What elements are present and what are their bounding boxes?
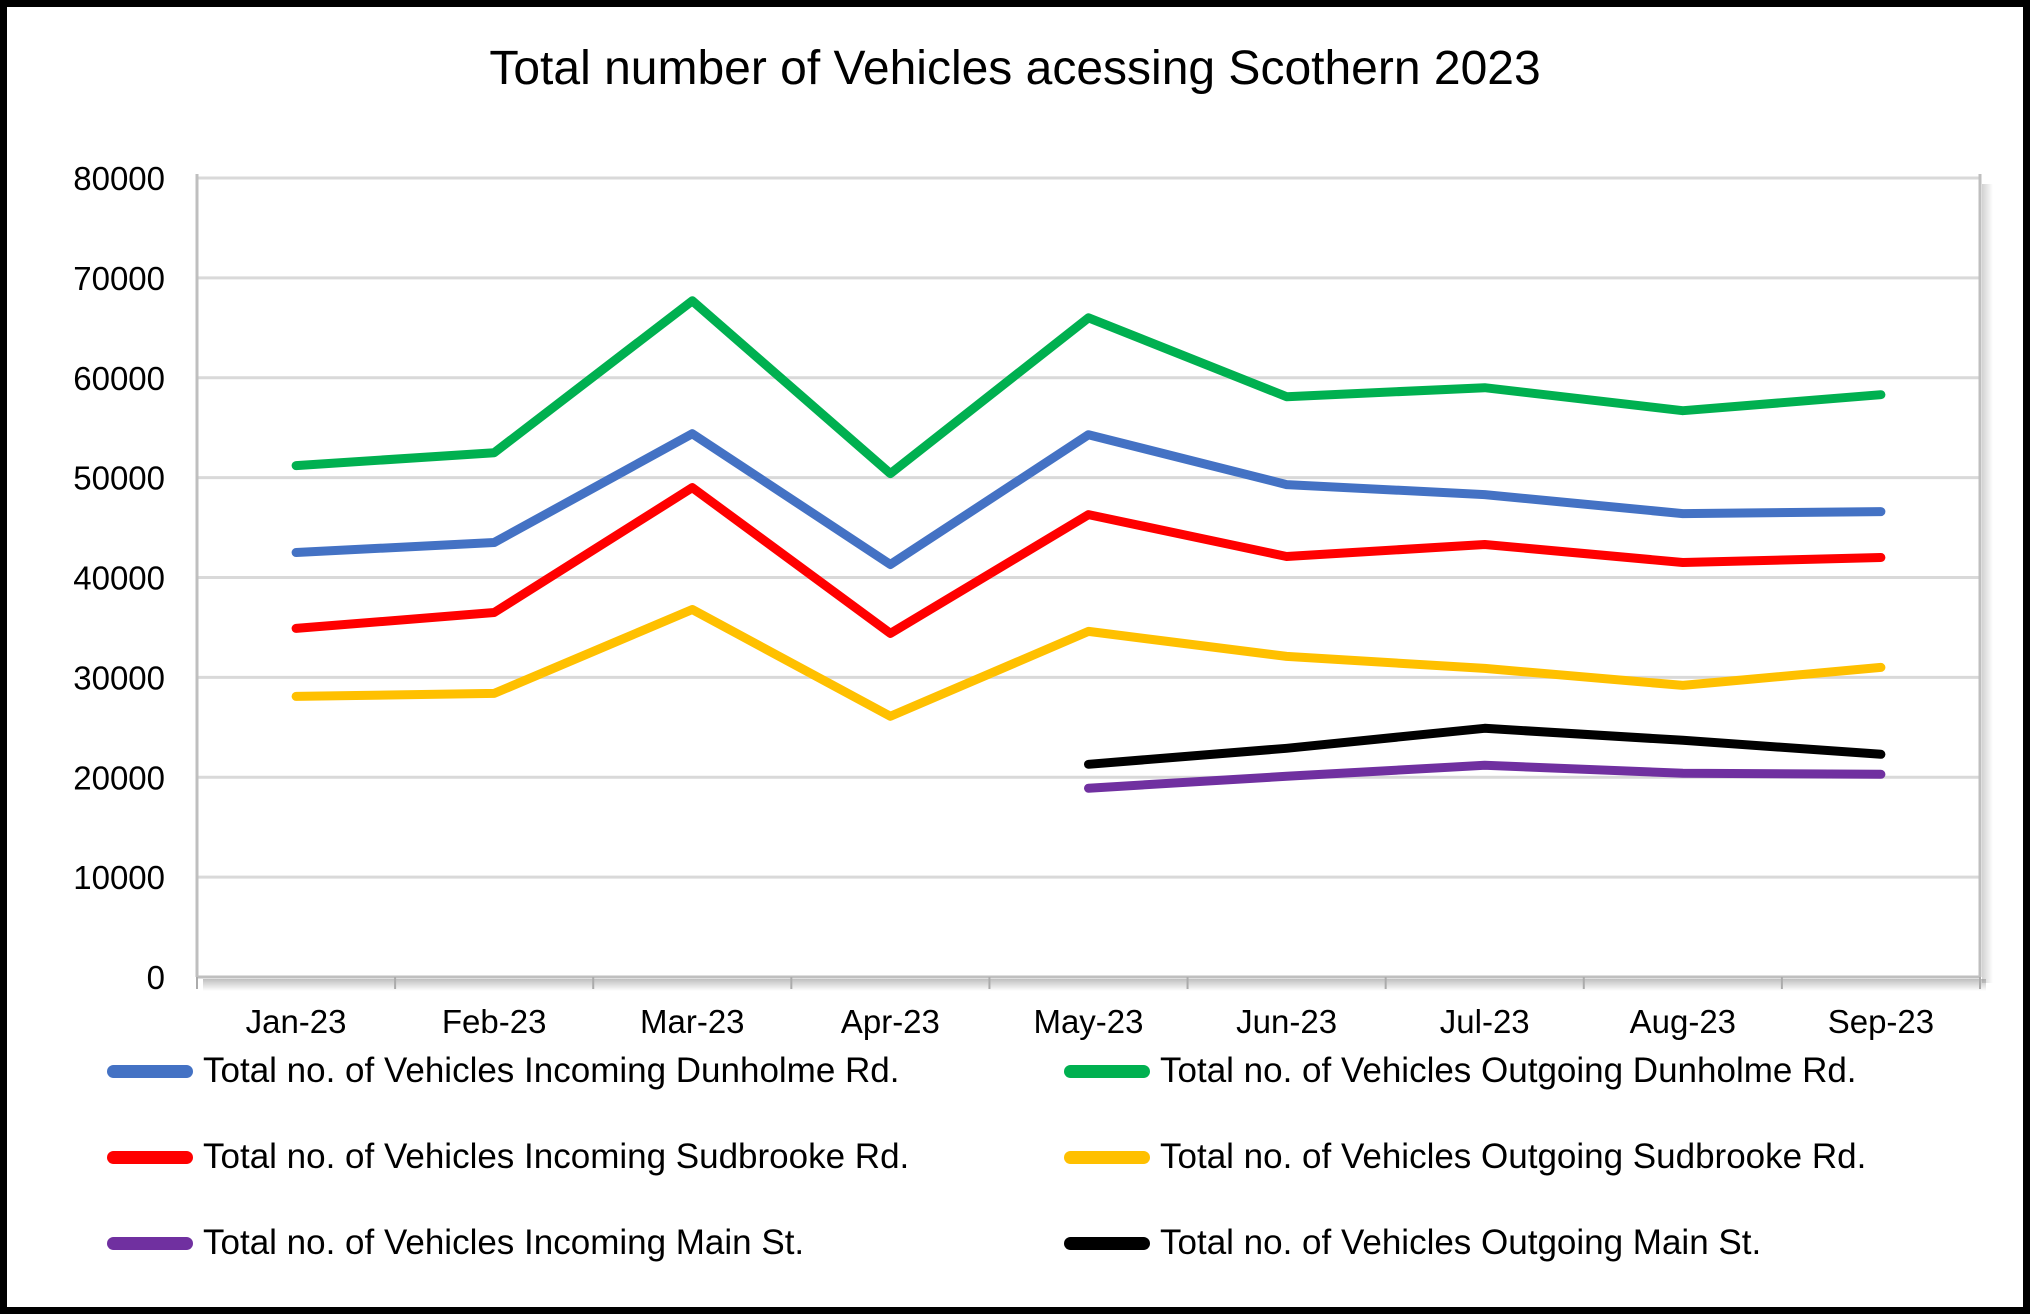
x-axis-tick-label: Jun-23	[1236, 1003, 1337, 1040]
chart-title: Total number of Vehicles acessing Scothe…	[489, 42, 1541, 95]
legend-swatch	[107, 1236, 193, 1250]
y-axis-tick-label: 10000	[73, 859, 165, 896]
y-axis-tick-label: 60000	[73, 360, 165, 397]
y-axis-tick-label: 80000	[73, 160, 165, 197]
x-axis-tick-label: Jul-23	[1440, 1003, 1530, 1040]
legend-item: Total no. of Vehicles Outgoing Main St.	[1064, 1221, 1761, 1265]
series-line-3	[291, 605, 1886, 721]
x-axis-tick-label: Feb-23	[442, 1003, 547, 1040]
x-axis-shadow	[203, 979, 1986, 991]
series-line-2	[291, 483, 1886, 638]
x-axis-tick-label: Mar-23	[640, 1003, 745, 1040]
series-line-4	[1084, 760, 1886, 793]
legend-label: Total no. of Vehicles Incoming Dunholme …	[203, 1051, 900, 1090]
series-line-1	[291, 296, 1886, 479]
y-axis-tick-label: 0	[147, 959, 165, 996]
x-axis-tick-label: May-23	[1033, 1003, 1143, 1040]
legend-swatch	[1064, 1150, 1150, 1164]
legend-label: Total no. of Vehicles Outgoing Dunholme …	[1160, 1051, 1857, 1090]
legend-item: Total no. of Vehicles Incoming Main St.	[107, 1221, 804, 1265]
x-axis-tick-label: Jan-23	[246, 1003, 347, 1040]
legend-item: Total no. of Vehicles Outgoing Sudbrooke…	[1064, 1135, 1866, 1179]
x-axis-tick-label: Sep-23	[1828, 1003, 1934, 1040]
series-line-5	[1084, 723, 1886, 769]
legend-swatch	[1064, 1064, 1150, 1078]
x-axis-tick-label: Apr-23	[841, 1003, 940, 1040]
legend-label: Total no. of Vehicles Incoming Main St.	[203, 1223, 805, 1262]
legend-swatch	[107, 1150, 193, 1164]
series-line-0	[291, 429, 1886, 569]
y-axis-tick-label: 30000	[73, 659, 165, 696]
y-axis-tick-label: 20000	[73, 759, 165, 796]
line-chart-plot: 0 10000 20000 30000 40000 50000 60000 70000 8000…	[73, 160, 1993, 1040]
legend-swatch	[1064, 1236, 1150, 1250]
legend-item: Total no. of Vehicles Incoming Dunholme …	[107, 1049, 900, 1093]
legend-label: Total no. of Vehicles Outgoing Sudbrooke…	[1160, 1137, 1867, 1176]
legend-item: Total no. of Vehicles Outgoing Dunholme …	[1064, 1049, 1857, 1093]
legend-label: Total no. of Vehicles Outgoing Main St.	[1160, 1223, 1762, 1262]
y-axis-tick-label: 70000	[73, 260, 165, 297]
legend-swatch	[107, 1064, 193, 1078]
legend-label: Total no. of Vehicles Incoming Sudbrooke…	[203, 1137, 910, 1176]
right-border-shadow	[1982, 184, 1993, 983]
y-axis-tick-label: 40000	[73, 560, 165, 597]
y-axis-tick-label: 50000	[73, 460, 165, 497]
x-axis-tick-label: Aug-23	[1630, 1003, 1736, 1040]
legend-item: Total no. of Vehicles Incoming Sudbrooke…	[107, 1135, 909, 1179]
